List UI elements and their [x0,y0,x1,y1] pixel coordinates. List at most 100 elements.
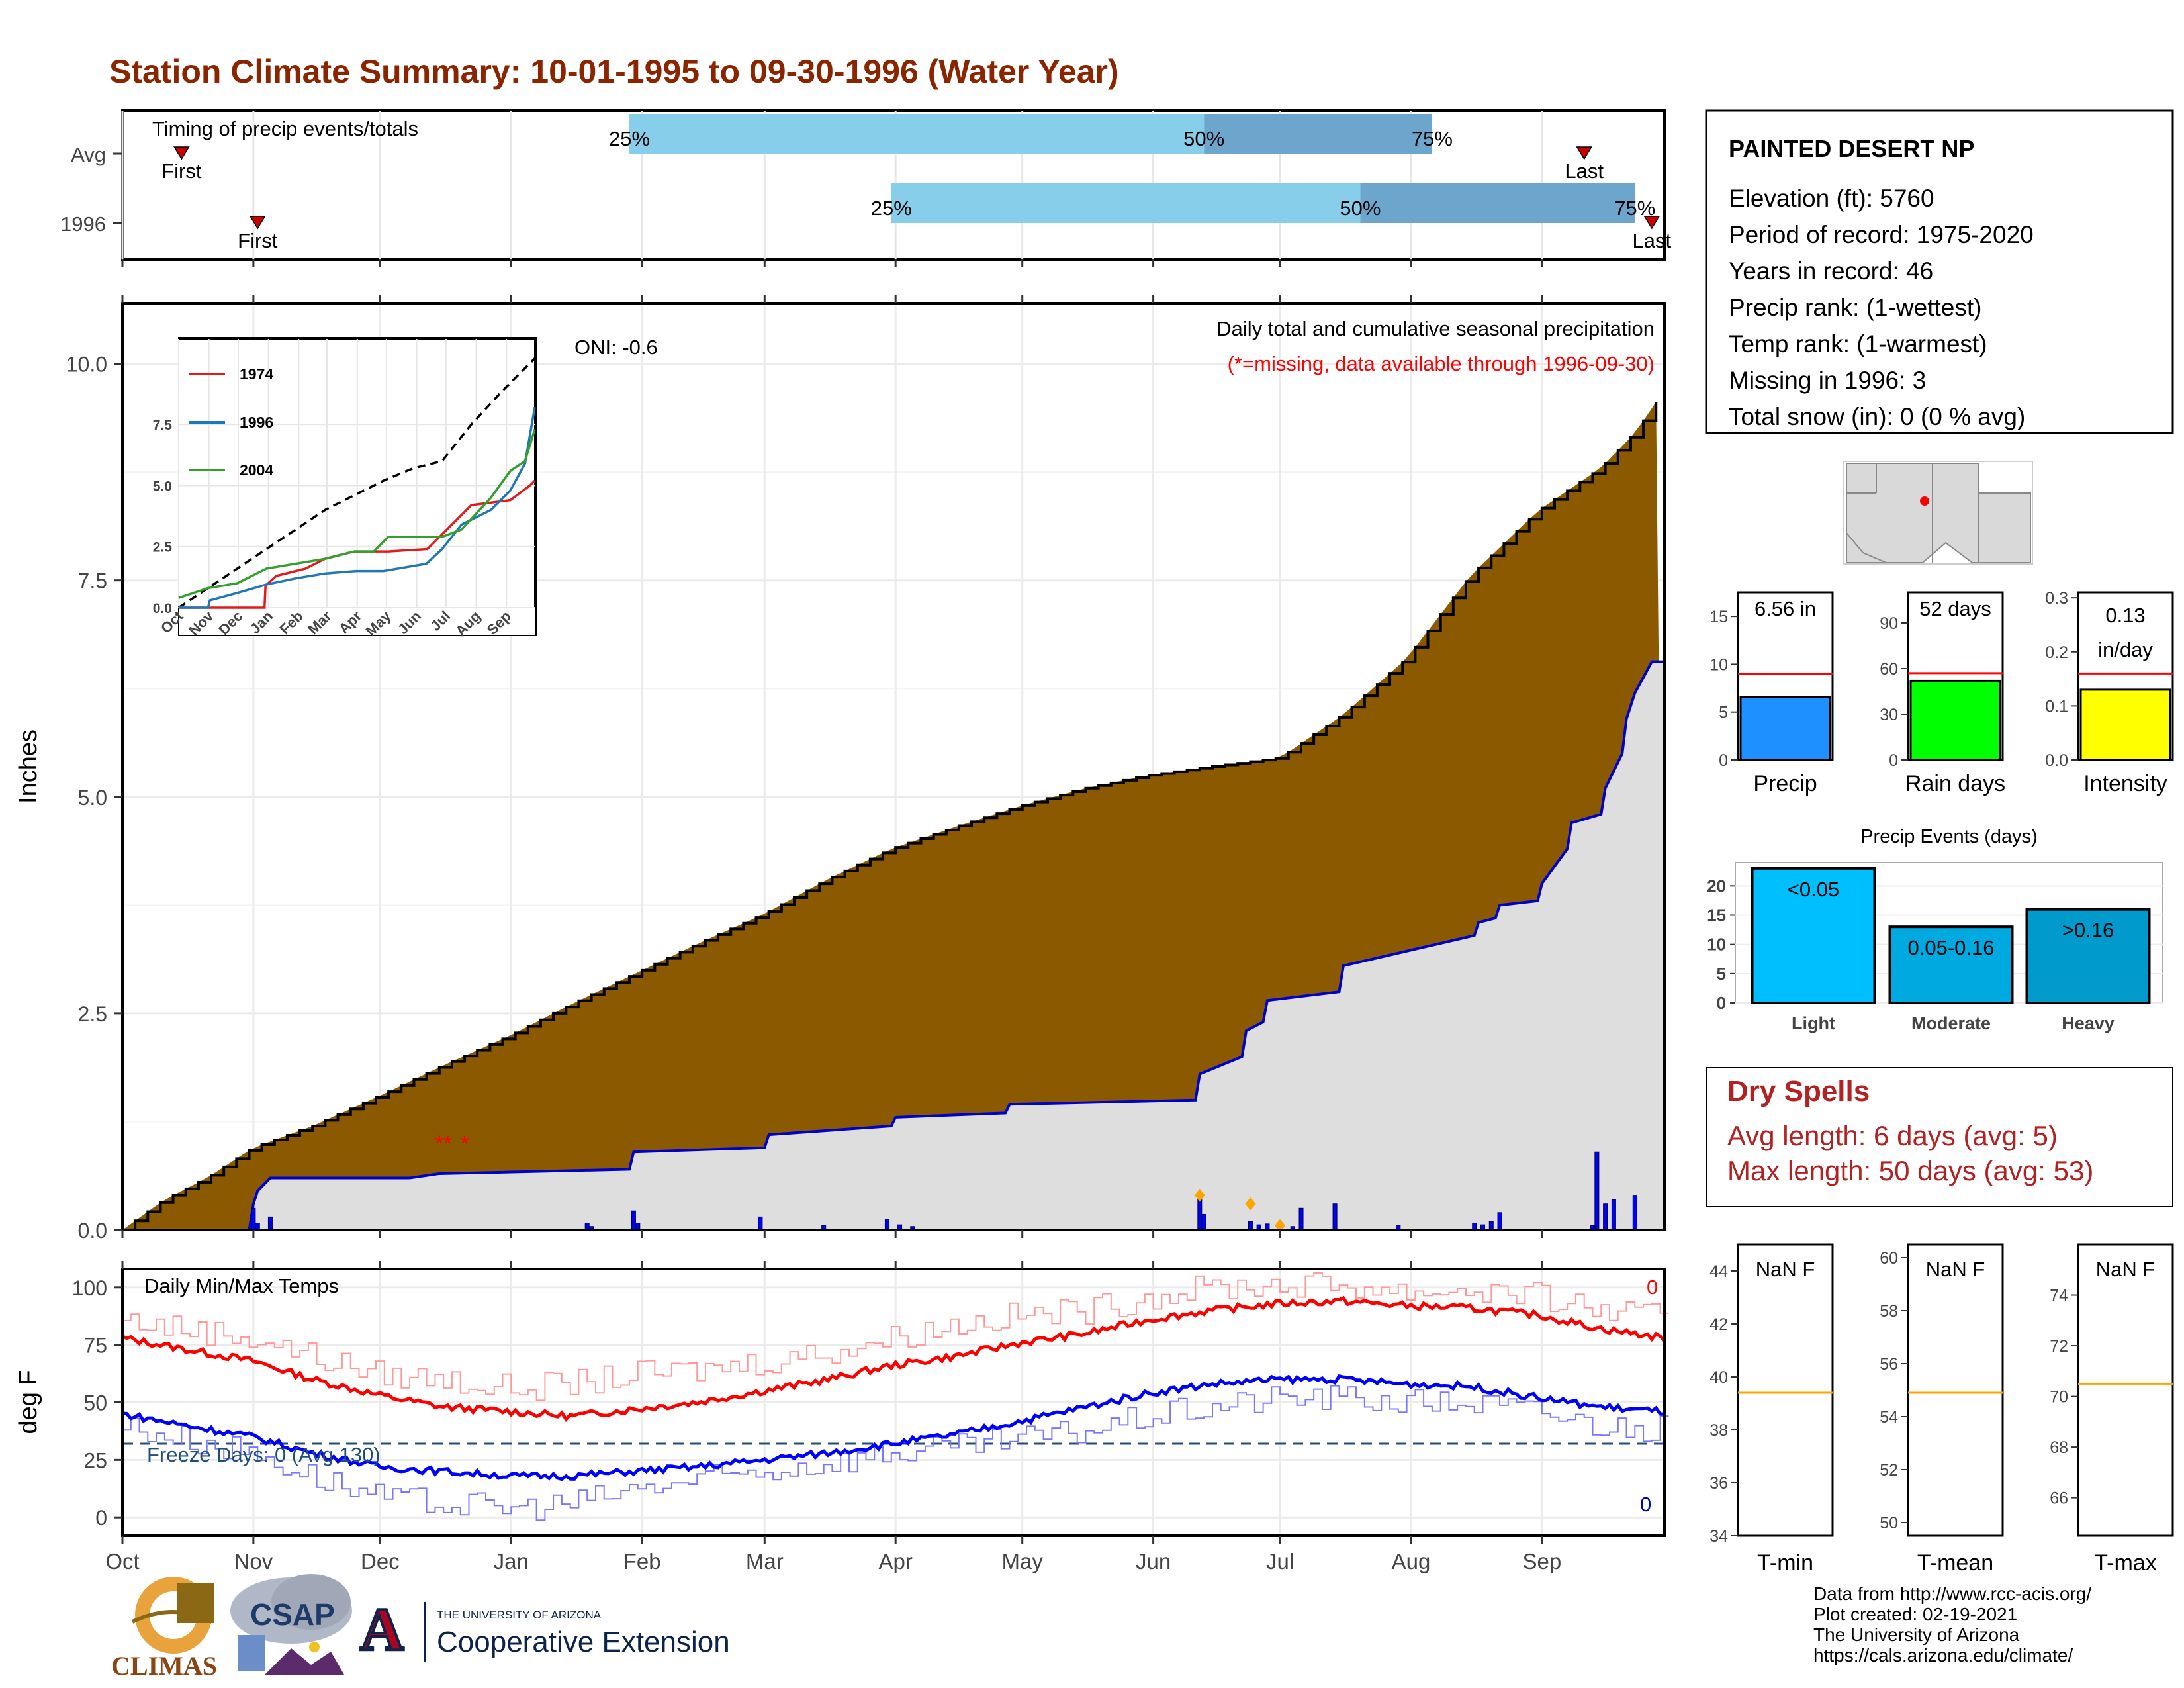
x-tick-label: Nov [234,1549,273,1573]
temp-chart-tick-label: 40 [1709,1368,1728,1387]
precip-subtitle: (*=missing, data available through 1996-… [1228,352,1655,375]
credit-line: The University of Arizona [1813,1624,2020,1645]
small-chart-label: Intensity [2083,771,2167,796]
y-tick-label: 7.5 [78,569,107,593]
x-tick-label: May [1002,1549,1044,1573]
small-chart-bar [1739,696,1831,761]
small-chart-label: Precip [1753,771,1817,796]
events-category-label: Heavy [2062,1013,2115,1033]
climas-logo: CLIMAS [111,1577,217,1681]
inset-y-tick-label: 0.0 [153,601,172,616]
station-line: Period of record: 1975-2020 [1729,221,2034,248]
daily-precip-bar [1611,1199,1616,1231]
temp-chart-label: T-min [1757,1550,1813,1575]
year-cumulative-line [122,660,1664,1231]
temp-series-line [122,1374,1665,1481]
timing-row-label: 1996 [60,212,106,236]
temp-ylabel: deg F [15,1370,42,1434]
temp-chart-tick-label: 52 [1880,1461,1898,1479]
daily-precip-bar [1594,1151,1600,1231]
temp-count-bottom: 0 [1640,1493,1651,1516]
snow-marker [1245,1197,1256,1211]
temp-series-line [121,1295,1666,1423]
timing-bar-50-75 [1360,183,1635,223]
timing-pct-25: 25% [609,127,650,150]
station-line: Missing in 1996: 3 [1729,367,1926,394]
daily-precip-bar [1197,1199,1203,1231]
temp-chart-tick-label: 56 [1880,1355,1898,1374]
daily-precip-bar [631,1210,636,1231]
events-bar [1888,925,2014,1004]
credits: Data from http://www.rcc-acis.org/ Plot … [1813,1583,2091,1665]
y-tick-label: 100 [72,1276,107,1300]
events-bar [1751,867,1876,1005]
year-cumulative-area [122,661,1664,1230]
temp-chart-tick-label: 72 [2050,1337,2068,1356]
temp-title: Daily Min/Max Temps [144,1274,339,1297]
temp-chart-tick-label: 68 [2050,1438,2068,1457]
inset-series-line [178,357,536,609]
events-bar-label: >0.16 [2062,919,2114,942]
dry-spells-avg: Avg length: 6 days (avg: 5) [1727,1120,2058,1151]
small-chart-label: Rain days [1905,771,2005,796]
temp-chart-label: T-max [2094,1550,2156,1575]
small-chart-annotation: 0.13 [2105,604,2145,627]
inset-y-tick-label: 5.0 [153,479,172,494]
inset-series-line [178,429,536,599]
temp-chart-tick-label: 34 [1709,1527,1728,1546]
first-event-marker [249,216,266,230]
y-tick-label: 2.5 [78,1002,107,1026]
ua-logo-top: THE UNIVERSITY OF ARIZONA [437,1609,602,1621]
timing-pct-75: 75% [1412,127,1453,150]
first-event-marker [173,146,190,160]
timing-bar-25-50 [891,183,1361,223]
missing-marker: * [435,1131,443,1156]
events-category-label: Moderate [1911,1013,1991,1033]
credit-line: https://cals.arizona.edu/climate/ [1813,1645,2073,1665]
temp-chart-tick-label: 54 [1880,1408,1898,1427]
y-tick-label: 25 [83,1448,107,1472]
timing-pct-50: 50% [1183,127,1224,150]
legend-label: 1996 [240,414,273,431]
events-tick-label: 5 [1717,964,1726,984]
small-chart-tick-label: 60 [1880,660,1898,679]
daily-precip-bar [1201,1213,1206,1231]
chart-title: Station Climate Summary: 10-01-1995 to 0… [109,53,1119,90]
events-bar [2025,908,2151,1004]
temp-chart-tick-label: 38 [1709,1421,1728,1440]
small-chart-tick-label: 0 [1719,751,1728,770]
x-tick-label: Oct [105,1549,139,1573]
last-event-label: Last [1633,229,1672,252]
small-chart-bar [1909,679,2001,761]
small-chart-annotation: 6.56 in [1754,597,1816,620]
events-category-label: Light [1792,1013,1835,1033]
daily-precip-bar [758,1216,763,1231]
temp-chart-tick-label: 74 [2050,1287,2068,1305]
missing-marker: * [443,1131,452,1156]
credit-line: Plot created: 02-19-2021 [1813,1604,2017,1624]
x-tick-label: Jan [494,1549,529,1573]
inset-series-line [179,407,536,609]
events-tick-label: 0 [1717,993,1726,1013]
x-tick-label: Aug [1392,1549,1431,1573]
temp-chart-tick-label: 70 [2050,1388,2068,1407]
small-chart-tick-label: 0.0 [2045,751,2068,770]
small-chart-annotation: 52 days [1919,597,1991,620]
temp-chart-tick-label: 36 [1709,1474,1728,1493]
timing-panel: Avg 25% 50% 75% First Last 1996 25% 50% 75% First L… [60,109,1672,267]
small-chart-tick-label: 0.1 [2045,697,2068,716]
y-tick-label: 0 [95,1506,107,1530]
station-line: Total snow (in): 0 (0 % avg) [1729,403,2025,430]
x-tick-label: Mar [746,1549,784,1573]
small-chart-tick-label: 90 [1880,614,1898,633]
temp-chart-annotation: NaN F [1926,1258,1985,1281]
daily-precip-bar [884,1219,889,1231]
dry-spells-max: Max length: 50 days (avg: 53) [1727,1155,2093,1186]
temp-series-line [122,1272,1669,1401]
snow-marker [1194,1188,1205,1202]
daily-precip-bar [1603,1203,1608,1231]
csap-logo-text: CSAP [250,1597,335,1632]
daily-precip-bar [1632,1195,1637,1231]
freeze-label: Freeze Days: 0 (Avg 130) [147,1443,381,1466]
temp-chart-frame [2077,1243,2174,1537]
